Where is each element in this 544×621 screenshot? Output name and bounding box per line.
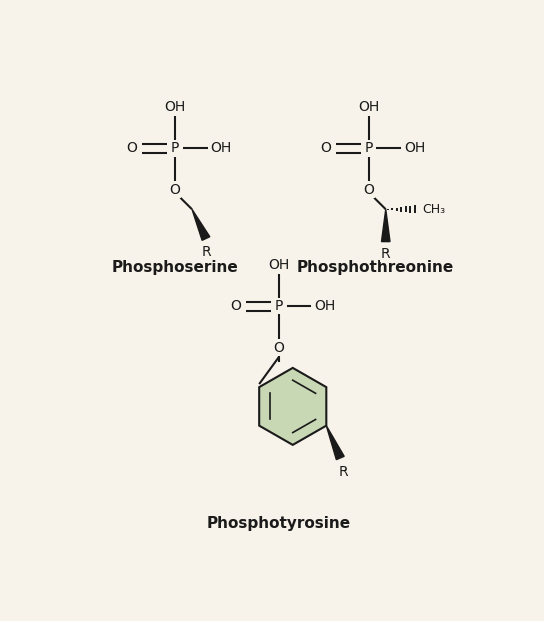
Polygon shape bbox=[326, 425, 344, 460]
Text: OH: OH bbox=[314, 299, 336, 313]
Text: P: P bbox=[364, 142, 373, 155]
Text: Phosphoserine: Phosphoserine bbox=[112, 260, 238, 275]
Text: O: O bbox=[170, 183, 181, 197]
Text: P: P bbox=[275, 299, 283, 313]
Text: OH: OH bbox=[164, 100, 186, 114]
Text: O: O bbox=[274, 341, 284, 355]
Text: OH: OH bbox=[358, 100, 379, 114]
Text: P: P bbox=[171, 142, 179, 155]
Polygon shape bbox=[381, 209, 390, 242]
Text: OH: OH bbox=[404, 142, 425, 155]
Text: Phosphothreonine: Phosphothreonine bbox=[296, 260, 454, 275]
Text: OH: OH bbox=[268, 258, 289, 272]
Text: R: R bbox=[201, 245, 211, 258]
Text: R: R bbox=[338, 465, 348, 479]
Polygon shape bbox=[192, 209, 210, 240]
Polygon shape bbox=[259, 368, 326, 445]
Text: R: R bbox=[381, 247, 391, 261]
Text: CH₃: CH₃ bbox=[422, 203, 446, 215]
Text: O: O bbox=[320, 142, 331, 155]
Text: O: O bbox=[230, 299, 241, 313]
Text: O: O bbox=[363, 183, 374, 197]
Text: OH: OH bbox=[211, 142, 232, 155]
Text: O: O bbox=[126, 142, 137, 155]
Text: Phosphotyrosine: Phosphotyrosine bbox=[207, 516, 351, 531]
